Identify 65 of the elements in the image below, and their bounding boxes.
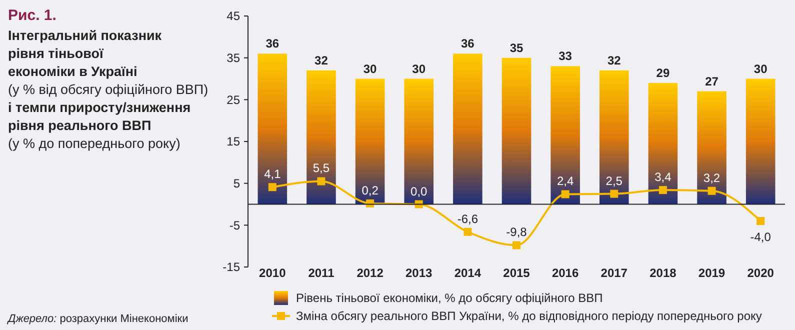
point xyxy=(756,216,765,225)
data-label: 0,2 xyxy=(362,183,379,198)
data-label: 2,5 xyxy=(606,174,623,188)
bar xyxy=(355,78,385,204)
x-tick-label: 2011 xyxy=(308,266,335,280)
bar xyxy=(453,54,482,204)
data-label: 27 xyxy=(705,74,719,88)
bar xyxy=(306,70,336,204)
data-label: 36 xyxy=(461,36,475,51)
bar xyxy=(648,82,678,204)
y-tick-label: -5 xyxy=(229,218,240,232)
text: Рис. 1. xyxy=(8,7,56,24)
point xyxy=(708,186,716,195)
x-tick-label: 2017 xyxy=(600,266,628,280)
data-label: 32 xyxy=(314,53,328,68)
text: Джерело: розрахунки Мінекономіки xyxy=(6,313,188,325)
data-label: 36 xyxy=(266,36,280,51)
x-tick-label: 2012 xyxy=(356,266,384,280)
y-tick-label: 5 xyxy=(233,176,240,191)
x-tick-label: 2018 xyxy=(650,266,677,280)
data-label: 5,5 xyxy=(312,161,330,176)
bar xyxy=(502,58,532,204)
x-tick-label: 2016 xyxy=(552,266,579,280)
data-label: 33 xyxy=(558,49,572,64)
y-tick-label: -15 xyxy=(222,260,240,274)
x-tick-label: 2013 xyxy=(406,266,433,280)
data-label: 30 xyxy=(363,62,378,76)
data-label: 30 xyxy=(754,62,768,76)
data-label: 35 xyxy=(510,40,524,55)
y-tick-label: 15 xyxy=(226,134,240,149)
x-tick-label: 2020 xyxy=(747,266,774,280)
point xyxy=(561,190,570,198)
data-label: 0,0 xyxy=(410,184,428,198)
data-label: 30 xyxy=(412,62,426,76)
data-label: 4,1 xyxy=(264,167,282,182)
bar xyxy=(599,70,629,204)
data-label: 3,2 xyxy=(703,170,720,185)
bar xyxy=(258,54,288,204)
data-label: 29 xyxy=(656,66,670,80)
data-label: -4,0 xyxy=(750,230,772,244)
point xyxy=(317,177,326,186)
y-tick-label: 45 xyxy=(226,9,240,24)
bar xyxy=(404,78,434,204)
y-tick-label: 35 xyxy=(226,51,240,66)
bar xyxy=(697,91,726,204)
point xyxy=(512,241,520,250)
x-tick-label: 2014 xyxy=(454,266,482,280)
x-tick-label: 2010 xyxy=(259,266,286,280)
point xyxy=(268,183,276,192)
legend-label: Рівень тіньової економіки, % до обсягу офіційного ВВП xyxy=(296,291,603,306)
data-label: -9,8 xyxy=(506,225,528,240)
data-label: -6,6 xyxy=(457,212,478,226)
x-tick-label: 2019 xyxy=(698,266,726,280)
data-label: 3,4 xyxy=(654,170,672,184)
y-tick-label: 25 xyxy=(226,92,240,107)
text: Інтегральний показник рівня тіньової економіки в Україні (у % від обсягу офіційного ВВП) і темпи приросту/зниження рівня реального ВВП (у % до попереднього року) xyxy=(8,28,208,151)
bar xyxy=(550,66,580,204)
bar xyxy=(746,78,776,204)
x-tick-label: 2015 xyxy=(503,266,530,280)
data-label: 2,4 xyxy=(556,174,574,188)
point xyxy=(658,186,667,194)
data-label: 32 xyxy=(607,53,622,68)
point xyxy=(464,228,472,236)
legend-label: Зміна обсягу реального ВВП України, % до відповідного періоду попереднього року xyxy=(296,309,762,324)
point xyxy=(610,190,618,198)
